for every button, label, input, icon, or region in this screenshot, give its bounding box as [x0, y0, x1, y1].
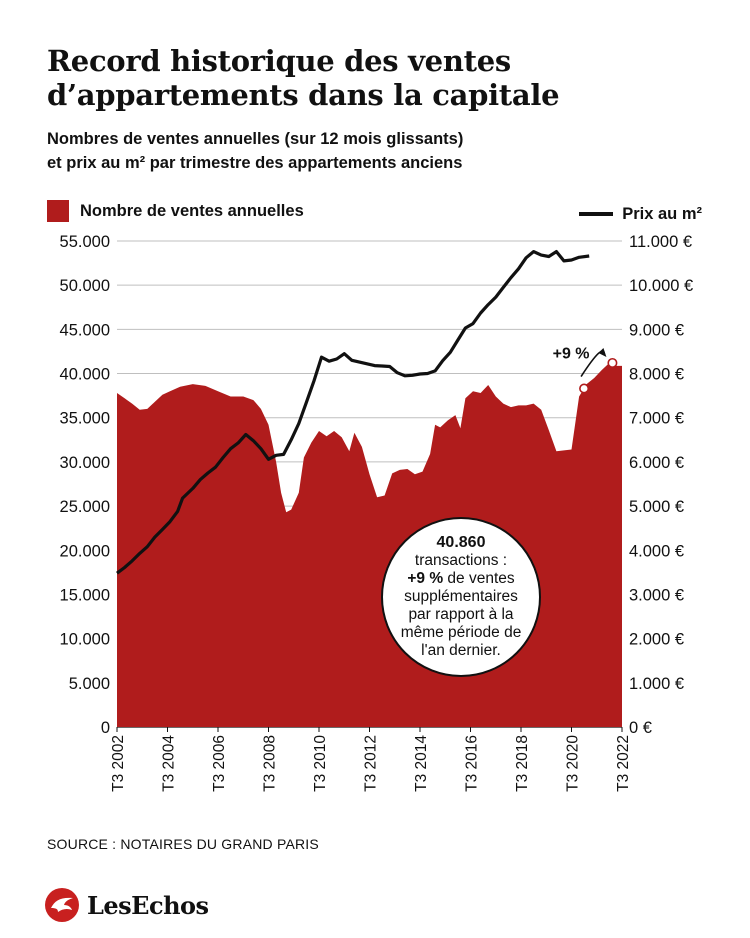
x-tick-label: T3 2008 — [262, 735, 279, 792]
callout-line-5: par rapport à la — [408, 606, 514, 623]
legend-price-label: Prix au m² — [622, 204, 702, 223]
callout-line-4: supplémentaires — [404, 588, 518, 605]
right-tick-label: 6.000 € — [629, 454, 684, 472]
growth-annotation: +9 % — [553, 346, 618, 394]
x-tick-label: T3 2018 — [514, 735, 531, 792]
bird-icon — [51, 897, 73, 912]
left-tick-label: 45.000 — [60, 321, 110, 339]
right-tick-label: 8.000 € — [629, 366, 684, 384]
x-tick-label: T3 2002 — [110, 735, 127, 792]
right-tick-label: 10.000 € — [629, 277, 693, 295]
left-axis-ticks: 0 5.000 10.000 15.000 20.000 25.000 30.000 35.0… — [60, 233, 110, 737]
x-tick-label: T3 2022 — [615, 735, 632, 792]
legend-price: Prix au m² — [579, 202, 702, 226]
left-tick-label: 5.000 — [69, 675, 110, 693]
callout-line-6: même période de — [400, 624, 522, 641]
subtitle-line-2: et prix au m² par trimestre des appartem… — [47, 154, 463, 172]
callout-bubble: 40.860 transactions : +9 % de ventes sup… — [381, 517, 541, 677]
annotation-start-marker — [579, 383, 590, 394]
left-tick-label: 10.000 — [60, 631, 110, 649]
right-tick-label: 1.000 € — [629, 675, 684, 693]
left-tick-label: 40.000 — [60, 366, 110, 384]
left-tick-label: 55.000 — [60, 233, 110, 251]
brand-name: LesEchos — [87, 890, 209, 920]
right-axis-ticks: 0 € 1.000 € 2.000 € 3.000 € 4.000 € 5.000 € 6.… — [629, 233, 693, 737]
callout-line-2: transactions : — [414, 552, 508, 569]
callout-line-3: +9 % de ventes — [407, 570, 514, 588]
right-tick-label: 2.000 € — [629, 631, 684, 649]
x-tick-label: T3 2006 — [211, 735, 228, 792]
right-tick-label: 11.000 € — [629, 233, 692, 251]
price-line — [116, 250, 590, 575]
callout-line-3-rest: de ventes — [443, 570, 515, 587]
chart-canvas: 0 5.000 10.000 15.000 20.000 25.000 30.000 35.0… — [60, 233, 694, 792]
left-tick-label: 0 — [101, 719, 110, 737]
legend-sales-swatch — [47, 200, 69, 222]
left-tick-label: 20.000 — [60, 542, 110, 560]
right-tick-label: 7.000 € — [629, 410, 684, 428]
x-tick-label: T3 2010 — [312, 735, 329, 792]
legend-price-swatch — [579, 212, 614, 216]
right-tick-label: 9.000 € — [629, 321, 684, 339]
subtitle-line-1: Nombres de ventes annuelles (sur 12 mois… — [47, 130, 464, 148]
callout-line-7: l'an dernier. — [421, 642, 501, 659]
x-tick-label: T3 2012 — [363, 735, 380, 792]
x-axis-ticks: T3 2002 T3 2004 T3 2006 T3 2008 T3 2010 T3 20… — [110, 727, 632, 792]
left-tick-label: 35.000 — [60, 410, 110, 428]
legend-sales-label: Nombre de ventes annuelles — [80, 201, 304, 220]
annotation-label: +9 % — [553, 346, 590, 363]
right-tick-label: 0 € — [629, 719, 652, 737]
chart-subtitle: Nombres de ventes annuelles (sur 12 mois… — [47, 127, 707, 175]
x-tick-label: T3 2020 — [565, 735, 582, 792]
legend-sales: Nombre de ventes annuelles — [47, 199, 304, 223]
brand: LesEchos — [45, 888, 209, 922]
right-tick-label: 5.000 € — [629, 498, 684, 516]
callout-value: 40.860 — [436, 534, 486, 551]
left-tick-label: 25.000 — [60, 498, 110, 516]
annotation-end-marker — [607, 357, 618, 368]
left-tick-label: 30.000 — [60, 454, 110, 472]
chart-title: Record historique des ventes d’apparteme… — [47, 44, 560, 112]
x-tick-label: T3 2016 — [464, 735, 481, 792]
callout-line-3-bold: +9 % — [407, 570, 444, 587]
right-tick-label: 3.000 € — [629, 586, 684, 604]
left-tick-label: 15.000 — [60, 586, 110, 604]
annotation-arrowhead — [598, 347, 607, 357]
x-tick-label: T3 2004 — [161, 735, 178, 792]
les-echos-logo-icon — [45, 888, 79, 922]
right-tick-label: 4.000 € — [629, 542, 684, 560]
x-tick-label: T3 2014 — [413, 735, 430, 792]
source-note: SOURCE : NOTAIRES DU GRAND PARIS — [47, 836, 319, 852]
left-tick-label: 50.000 — [60, 277, 110, 295]
